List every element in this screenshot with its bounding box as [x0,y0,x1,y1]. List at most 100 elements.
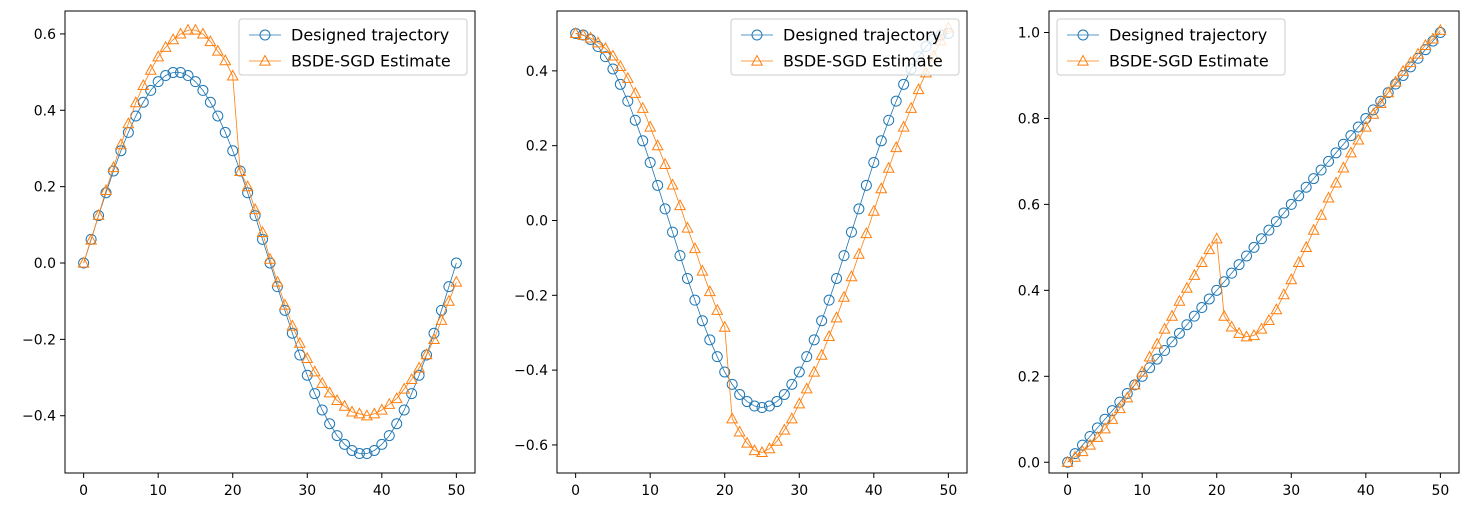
x-tick-label: 50 [1431,483,1449,499]
circle-marker [793,366,805,378]
x-tick-label: 0 [571,483,580,499]
circle-marker [711,351,723,363]
legend: Designed trajectory BSDE-SGD Estimate [238,18,468,76]
triangle-marker [234,164,247,176]
y-tick-label: −0.4 [514,363,548,379]
triangle-marker [1307,223,1320,235]
legend-triangle-marker [1076,54,1090,66]
triangle-marker [99,183,113,196]
circle-marker [771,396,783,408]
legend: Designed trajectory BSDE-SGD Estimate [1056,18,1286,76]
y-tick-label: 0.4 [526,64,548,80]
triangle-marker [92,208,105,220]
triangle-marker [1210,232,1223,244]
triangle-marker [1180,281,1193,293]
triangle-marker [427,332,441,344]
legend-triangle-marker [750,54,764,66]
circle-marker [1255,233,1267,245]
x-tick-label: 10 [149,483,167,499]
triangle-marker [763,442,776,454]
subplot-3: 0 10 20 30 40 50 0.0 0.2 0.4 0.6 0.8 1.0 Designed tr… [1018,10,1460,499]
triangle-marker [1188,268,1201,280]
triangle-marker [413,361,426,373]
triangle-marker [1344,146,1357,158]
y-tick-label: −0.6 [514,438,548,454]
triangle-marker [1255,322,1268,334]
circle-marker [1293,190,1305,202]
circle-marker [1106,405,1118,417]
triangle-marker [331,393,344,406]
series-line [1067,30,1441,463]
triangle-marker [703,285,716,297]
triangle-marker [1158,322,1171,334]
circle-marker [1159,345,1171,357]
legend-circle-marker [751,29,763,41]
triangle-marker [1136,365,1149,377]
circle-marker [339,438,351,450]
circle-marker [257,233,269,245]
triangle-marker [905,101,918,113]
circle-marker [674,250,686,262]
axes-frame [556,10,968,474]
x-tick-label: 0 [1063,483,1072,499]
y-tick-label: 0.6 [1018,197,1040,213]
triangle-marker [1113,402,1126,414]
circle-marker [286,327,298,339]
circle-marker [197,84,209,96]
circle-marker [786,378,798,390]
circle-marker [1285,198,1297,210]
circle-marker [875,135,887,147]
triangle-marker [152,50,165,62]
triangle-marker [890,141,903,153]
triangle-marker [122,117,135,129]
circle-marker [361,448,373,460]
triangle-marker [1277,288,1290,300]
triangle-marker [733,425,746,437]
triangle-marker [636,101,649,113]
circle-marker [1121,387,1133,399]
triangle-marker [651,139,664,151]
axes-frame [1048,10,1460,474]
legend-label: BSDE-SGD Estimate [291,52,451,71]
triangle-marker [278,298,291,310]
circle-marker [659,203,671,215]
triangle-marker [383,397,396,409]
circle-marker [831,272,843,284]
triangle-marker [85,233,98,245]
triangle-marker [793,397,806,409]
triangle-marker [1098,422,1111,434]
circle-marker [383,430,395,442]
legend-entry: BSDE-SGD Estimate [1067,52,1269,71]
triangle-marker [591,36,605,48]
circle-marker [637,135,649,147]
triangle-marker [1434,23,1447,35]
circle-marker [1315,164,1327,176]
series-bsde-sgd-estimate [569,21,955,458]
triangle-marker [1128,378,1141,390]
triangle-marker [353,407,366,419]
circle-marker [1166,336,1178,348]
triangle-marker [837,290,851,302]
circle-marker [175,66,187,78]
triangle-marker [606,49,619,61]
triangle-marker [398,382,411,394]
triangle-marker [1389,75,1402,87]
circle-marker [845,226,857,238]
triangle-marker [1165,309,1179,321]
triangle-marker [1091,430,1104,442]
series-line [83,29,457,417]
circle-marker [1196,302,1208,314]
x-tick-label: 0 [79,483,88,499]
circle-marker [1203,293,1215,305]
circle-marker [883,114,895,126]
circle-marker [1188,310,1200,322]
triangle-marker [614,59,627,71]
y-tick-label: −0.2 [514,288,548,304]
triangle-marker [360,409,373,421]
triangle-marker [1203,243,1216,255]
triangle-marker [808,365,821,377]
circle-marker [100,187,112,199]
circle-marker [778,388,790,400]
triangle-marker [293,336,306,348]
